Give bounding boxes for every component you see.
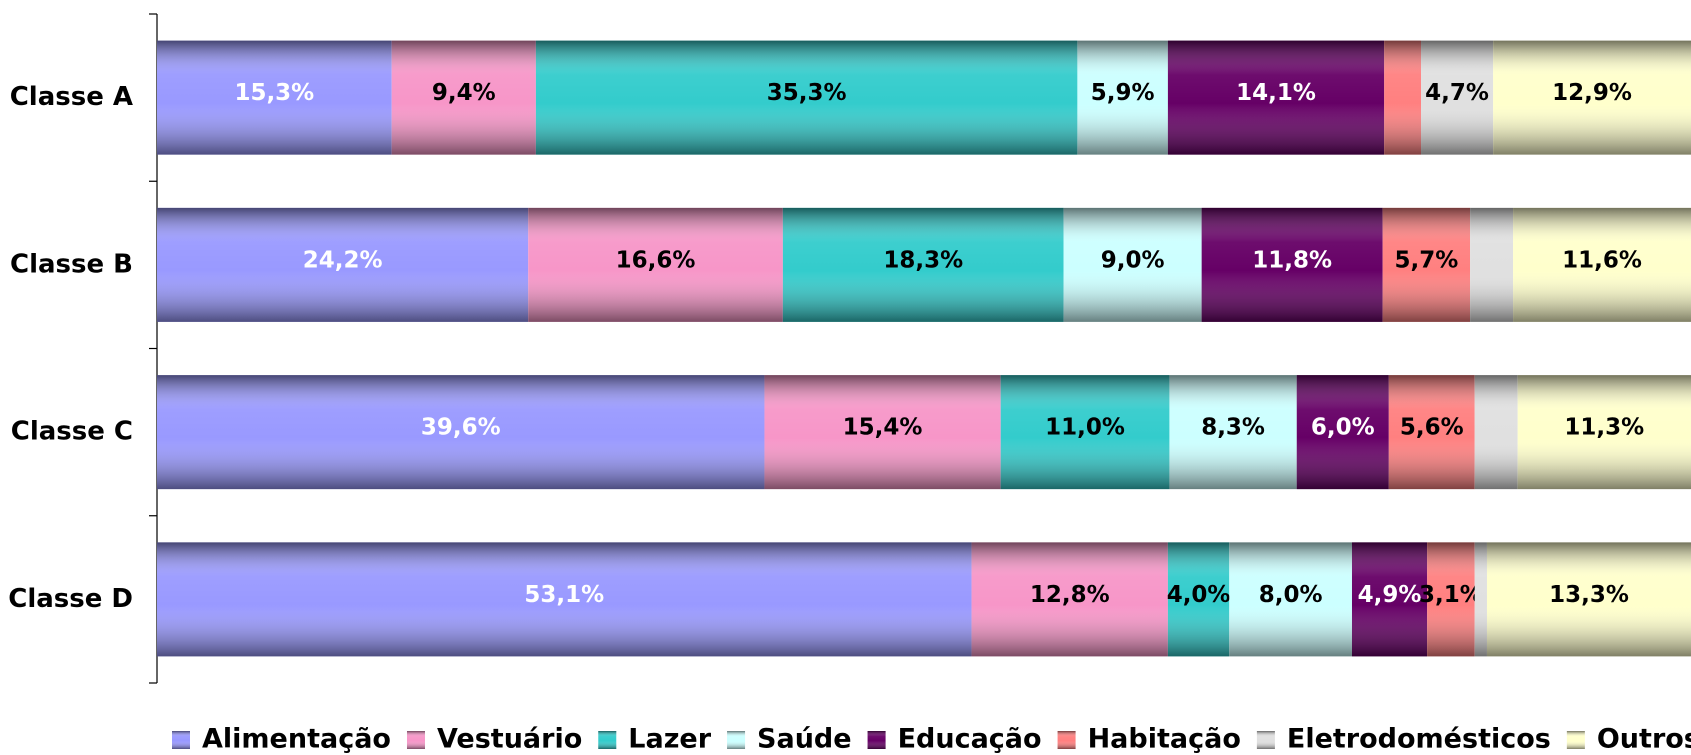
value-label: 16,6%	[616, 247, 696, 273]
bar-shade	[1486, 542, 1691, 657]
value-label: 3,1%	[1419, 582, 1483, 608]
bar-shade	[1382, 207, 1471, 322]
legend-label: Alimentação	[202, 724, 391, 755]
bar-shade	[1201, 207, 1383, 322]
legend-swatch-shade	[727, 731, 746, 749]
value-label: 53,1%	[524, 582, 604, 608]
bar-shade	[1063, 207, 1202, 322]
bar-shade	[1167, 542, 1230, 657]
value-label: 24,2%	[303, 247, 383, 273]
value-label: 4,7%	[1425, 80, 1489, 106]
value-label: 5,7%	[1394, 247, 1458, 273]
bar-shade	[1427, 542, 1475, 657]
bar-shade	[782, 207, 1064, 322]
value-label: 12,8%	[1030, 582, 1110, 608]
value-label: 5,6%	[1400, 415, 1464, 441]
bar-shade	[1517, 375, 1691, 490]
bar-shade	[1169, 375, 1297, 490]
legend-label: Saúde	[757, 724, 852, 755]
bar-shade	[971, 542, 1168, 657]
legend-swatch-shade	[1256, 731, 1275, 749]
bar-shade	[157, 375, 765, 490]
value-label: 15,4%	[843, 415, 923, 441]
legend-swatch-shade	[1566, 731, 1585, 749]
value-label: 35,3%	[767, 80, 847, 106]
bar-shade	[528, 207, 783, 322]
legend-label: Outros	[1597, 724, 1691, 755]
bar-shade	[1388, 375, 1475, 490]
legend-label: Eletrodomésticos	[1287, 724, 1551, 755]
value-label: 18,3%	[883, 247, 963, 273]
bar-shade	[535, 40, 1078, 155]
legend-swatch-shade	[598, 731, 617, 749]
bar-shade	[1000, 375, 1170, 490]
bar-shade	[1077, 40, 1168, 155]
legend-swatch-shade	[172, 731, 190, 749]
legend-label: Habitação	[1088, 724, 1241, 755]
bar-shade	[1513, 207, 1691, 322]
value-label: 11,6%	[1562, 247, 1642, 273]
legend-swatch-shade	[867, 731, 886, 749]
value-label: 6,0%	[1311, 415, 1375, 441]
value-label: 11,0%	[1045, 415, 1125, 441]
bar-shade	[1296, 375, 1389, 490]
value-label: 8,3%	[1201, 415, 1265, 441]
value-label: 12,9%	[1552, 80, 1632, 106]
value-label: 4,9%	[1358, 582, 1422, 608]
category-label: Classe D	[8, 584, 133, 614]
legend-label: Educação	[898, 724, 1042, 755]
bar-shade	[1421, 40, 1494, 155]
legend-label: Lazer	[628, 724, 711, 755]
bar-shade	[157, 40, 392, 155]
value-label: 39,6%	[421, 415, 501, 441]
value-label: 15,3%	[234, 80, 314, 106]
bar-shade	[1167, 40, 1385, 155]
legend-swatch-shade	[1057, 731, 1076, 749]
bar-shade	[1474, 542, 1487, 657]
bar-shade	[1351, 542, 1428, 657]
bar-shade	[1470, 207, 1514, 322]
category-label: Classe C	[11, 417, 133, 447]
bar-shade	[1474, 375, 1518, 490]
bar-shade	[764, 375, 1001, 490]
bar-shade	[157, 207, 529, 322]
value-label: 11,8%	[1252, 247, 1332, 273]
value-label: 9,0%	[1101, 247, 1165, 273]
value-label: 4,0%	[1167, 582, 1231, 608]
value-label: 13,3%	[1549, 582, 1629, 608]
category-label: Classe A	[10, 82, 133, 112]
bar-shade	[391, 40, 536, 155]
value-label: 14,1%	[1236, 80, 1316, 106]
value-label: 11,3%	[1564, 415, 1644, 441]
bar-shade	[1493, 40, 1691, 155]
bar-shade	[1229, 542, 1352, 657]
bar-shade	[1384, 40, 1422, 155]
value-label: 8,0%	[1259, 582, 1323, 608]
value-label: 5,9%	[1091, 80, 1155, 106]
legend-swatch-shade	[406, 731, 425, 749]
legend-label: Vestuário	[437, 724, 582, 755]
value-label: 9,4%	[432, 80, 496, 106]
bar-shade	[157, 542, 972, 657]
category-label: Classe B	[10, 249, 133, 279]
